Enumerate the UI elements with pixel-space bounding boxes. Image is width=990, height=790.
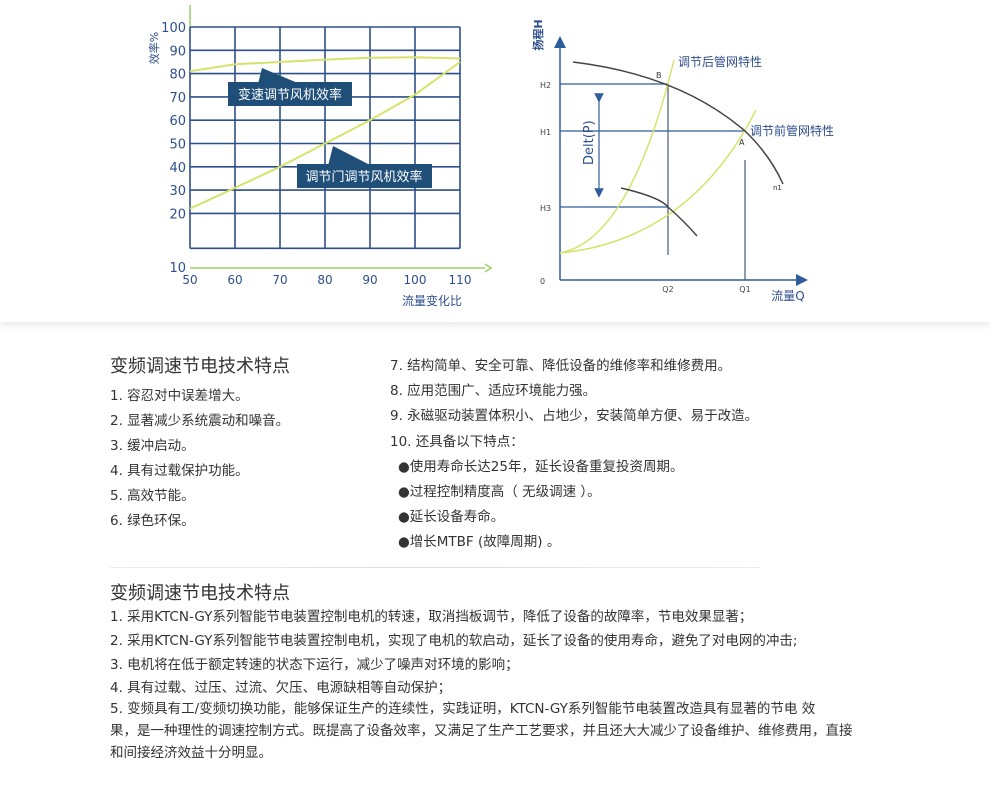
label-before: 调节前管网特性 [750, 123, 834, 138]
x-tick-label: 90 [362, 273, 377, 287]
pump-curve-diagram: 扬程H 流量Q H2 H1 H3 0 Q2 Q1 Delt(P) B A n1 … [531, 19, 834, 303]
pump-curve-n1 [572, 61, 784, 185]
section2-line-2: 2. 采用KTCN-GY系列智能节电装置控制电机，实现了电机的软启动，延长了设备… [110, 633, 798, 649]
left-item-6: 6. 绿色环保。 [110, 513, 195, 529]
x-tick-label: 60 [227, 273, 242, 287]
x-tick-label: 80 [317, 273, 332, 287]
figures-banner: 50 60 70 80 90 100 110 100 90 80 70 60 50 40 30 20 10 效率… [0, 0, 990, 322]
right-item-7: 7. 结构简单、安全可靠、降低设备的维修率和维修费用。 [390, 358, 732, 374]
divider [110, 567, 760, 568]
y-tick-label: 40 [169, 161, 186, 176]
section2-line-4: 4. 具有过载、过压、过流、欠压、电源缺相等自动保护； [110, 680, 452, 696]
left-item-2: 2. 显著减少系统震动和噪音。 [110, 413, 290, 429]
callout-speed-box [228, 82, 352, 106]
x-axis-arrow-icon [484, 263, 493, 273]
section2-line-1: 1. 采用KTCN-GY系列智能节电装置控制电机的转速，取消挡板调节，降低了设备… [110, 609, 753, 625]
section2-line-6: 果，是一种理性的调速控制方式。既提高了设备效率，又满足了生产工艺要求，并且还大大… [110, 723, 853, 739]
tick-h1: H1 [540, 128, 551, 137]
callout-damper-box [297, 164, 432, 188]
section2-line-7: 和间接经济效益十分明显。 [110, 745, 272, 761]
callout-speed: 变速调节风机效率 [238, 87, 342, 103]
x-tick-label: 50 [182, 273, 197, 287]
right-item-8: 8. 应用范围广、适应环境能力强。 [390, 383, 597, 399]
pump-curve-n2 [620, 187, 698, 237]
x-tick-label: 70 [272, 273, 287, 287]
section2-line-5: 5. 变频具有工/变频切换功能，能够保证生产的连续性，实践证明，KTCN-GY系… [110, 701, 816, 717]
delta-label: Delt(P) [582, 120, 597, 165]
point-a: A [739, 138, 745, 147]
y-tick-label: 90 [169, 44, 186, 59]
bullet-2: ●过程控制精度高（ 无级调速 ）。 [398, 484, 601, 500]
y-tick-label: 70 [169, 91, 186, 106]
section2-title: 变频调速节电技术特点 [110, 583, 290, 604]
section2-line-3: 3. 电机将在低于额定转速的状态下运行，减少了噪声对环境的影响； [110, 657, 519, 673]
x-axis-label: 流量变化比 [402, 293, 462, 308]
pipe-curve-after [559, 59, 675, 254]
bullet-4: ●增长MTBF (故障周期) 。 [398, 534, 561, 550]
right-item-9: 9. 永磁驱动装置体积小、占地少，安装简单方便、易于改造。 [390, 408, 759, 424]
y-tick-label: 20 [169, 207, 186, 222]
tick-h3: H3 [540, 204, 551, 213]
y-tick-label: 50 [169, 138, 186, 153]
point-b: B [656, 71, 662, 80]
bullet-1: ●使用寿命长达25年，延长设备重复投资周期。 [398, 459, 684, 475]
x-tick-label: 110 [449, 273, 472, 287]
tick-0: 0 [540, 277, 545, 286]
left-item-3: 3. 缓冲启动。 [110, 438, 195, 454]
callout-pointer-damper [328, 146, 372, 166]
x-axis-label: 流量Q [771, 289, 804, 303]
y-tick-label: 100 [161, 21, 186, 36]
section1-title: 变频调速节电技术特点 [110, 356, 290, 377]
left-item-1: 1. 容忍对中误差增大。 [110, 388, 249, 404]
y-axis-label: 扬程H [531, 19, 545, 50]
callout-damper: 调节门调节风机效率 [305, 169, 422, 185]
curve-n1-label: n1 [773, 184, 782, 192]
tick-q2: Q2 [662, 285, 673, 294]
y-tick-label: 80 [169, 68, 186, 83]
y-axis-label: 效率% [147, 32, 161, 64]
label-after: 调节后管网特性 [678, 54, 762, 69]
pipe-curve-before [559, 109, 757, 254]
efficiency-chart: 50 60 70 80 90 100 110 100 90 80 70 60 50 40 30 20 10 效率… [147, 5, 493, 308]
tick-h2: H2 [540, 81, 551, 90]
y-tick-label: 60 [169, 114, 186, 129]
left-item-5: 5. 高效节能。 [110, 488, 195, 504]
x-tick-label: 100 [404, 273, 427, 287]
left-item-4: 4. 具有过载保护功能。 [110, 463, 249, 479]
callout-pointer-speed [258, 68, 300, 84]
right-item-10: 10. 还具备以下特点： [390, 434, 524, 450]
bullet-3: ●延长设备寿命。 [398, 509, 505, 525]
y-tick-label: 10 [169, 261, 186, 276]
y-tick-label: 30 [169, 184, 186, 199]
tick-q1: Q1 [739, 285, 750, 294]
